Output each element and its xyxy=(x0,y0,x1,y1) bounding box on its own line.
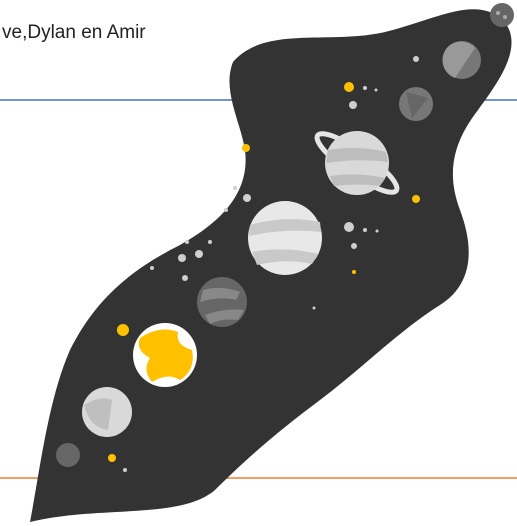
page: ve,Dylan en Amir xyxy=(0,0,517,526)
space-illustration xyxy=(30,3,514,522)
title: ve,Dylan en Amir xyxy=(2,22,146,43)
slide: ve,Dylan en Amir xyxy=(0,0,517,526)
